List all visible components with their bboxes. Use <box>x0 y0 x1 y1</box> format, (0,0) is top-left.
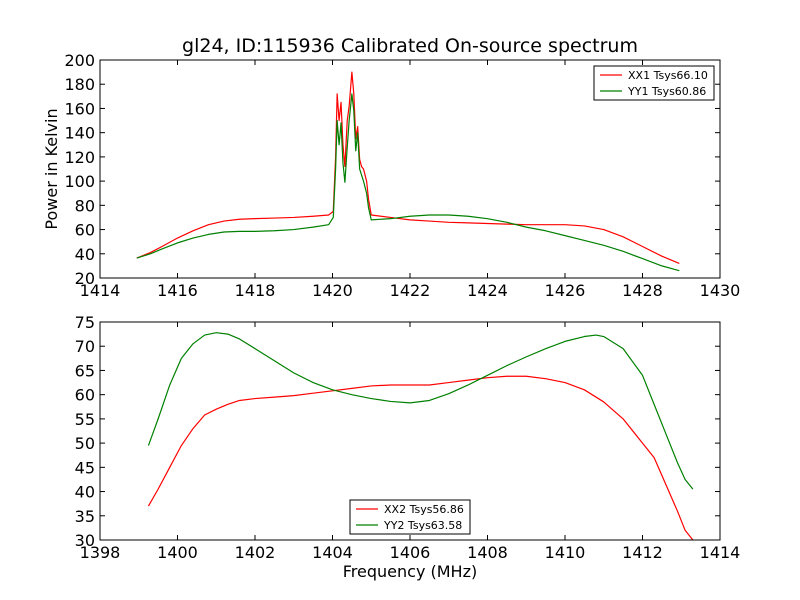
y-tick-label: 75 <box>75 313 95 332</box>
y-tick-label: 20 <box>75 269 95 288</box>
x-tick-label: 1420 <box>312 281 353 300</box>
x-tick-label: 1416 <box>157 281 198 300</box>
series-line-1 <box>147 375 694 541</box>
legend-entry: YY1 Tsys60.86 <box>627 85 706 98</box>
x-tick-label: 1400 <box>157 543 198 562</box>
y-tick-label: 65 <box>75 361 95 380</box>
y-tick-label: 30 <box>75 531 95 550</box>
y-tick-label: 40 <box>75 245 95 264</box>
x-axis-label: Frequency (MHz) <box>343 562 477 581</box>
legend-entry: XX2 Tsys56.86 <box>384 503 464 516</box>
legend: XX2 Tsys56.86 YY2 Tsys63.58 <box>349 499 471 535</box>
x-tick-label: 1410 <box>545 543 586 562</box>
x-tick-label: 1428 <box>622 281 663 300</box>
x-tick-label: 1402 <box>235 543 276 562</box>
y-tick-label: 60 <box>75 386 95 405</box>
x-tick-label: 1426 <box>545 281 586 300</box>
x-tick-label: 1408 <box>467 543 508 562</box>
x-tick-label: 1414 <box>700 543 741 562</box>
x-tick-label: 1406 <box>390 543 431 562</box>
y-tick-label: 40 <box>75 483 95 502</box>
y-tick-label: 100 <box>64 172 95 191</box>
legend: XX1 Tsys66.10 YY1 Tsys60.86 <box>593 65 715 101</box>
x-tick-label: 1398 <box>80 543 121 562</box>
y-tick-label: 70 <box>75 337 95 356</box>
y-tick-label: 160 <box>64 99 95 118</box>
y-axis-label: Power in Kelvin <box>42 108 61 229</box>
x-tick-label: 1414 <box>80 281 121 300</box>
series-line-2 <box>147 332 694 490</box>
y-tick-label: 45 <box>75 458 95 477</box>
y-tick-label: 50 <box>75 434 95 453</box>
series-line-1 <box>136 71 680 265</box>
legend-box <box>349 499 471 535</box>
series-line-2 <box>136 93 680 272</box>
y-tick-label: 55 <box>75 410 95 429</box>
y-tick-label: 60 <box>75 221 95 240</box>
y-tick-label: 120 <box>64 148 95 167</box>
legend-entry: XX1 Tsys66.10 <box>628 69 708 82</box>
bottom-spectrum-plot: 1398 1400 1402 1404 1406 1408 1410 1412 1414 30 35… <box>75 313 741 581</box>
y-tick-label: 80 <box>75 196 95 215</box>
legend-box <box>593 65 715 101</box>
y-tick-label: 140 <box>64 124 95 143</box>
x-tick-label: 1424 <box>467 281 508 300</box>
x-tick-label: 1412 <box>622 543 663 562</box>
top-spectrum-plot: 1414 1416 1418 1420 1422 1424 1426 1428 1430 20 40… <box>42 35 740 300</box>
y-tick-label: 35 <box>75 507 95 526</box>
y-tick-label: 200 <box>64 51 95 70</box>
legend-entry: YY2 Tsys63.58 <box>383 519 462 532</box>
x-tick-label: 1422 <box>390 281 431 300</box>
x-tick-label: 1430 <box>700 281 741 300</box>
x-tick-label: 1404 <box>312 543 353 562</box>
y-tick-label: 180 <box>64 75 95 94</box>
x-tick-label: 1418 <box>235 281 276 300</box>
chart-title: gl24, ID:115936 Calibrated On-source spe… <box>182 35 638 57</box>
